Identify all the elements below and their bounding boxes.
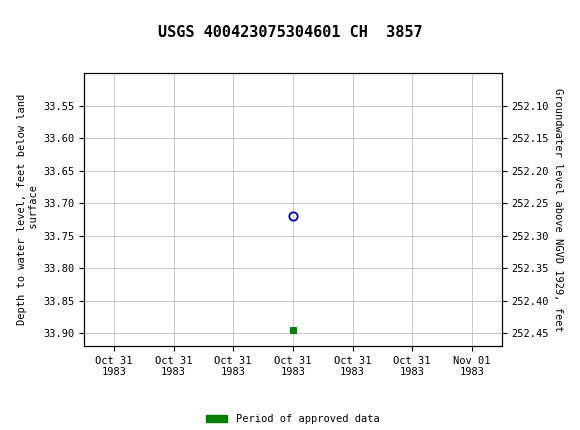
Text: USGS 400423075304601 CH  3857: USGS 400423075304601 CH 3857 (158, 25, 422, 40)
Y-axis label: Depth to water level, feet below land
 surface: Depth to water level, feet below land su… (17, 94, 39, 325)
Text: USGS: USGS (44, 9, 99, 27)
Legend: Period of approved data: Period of approved data (202, 410, 383, 428)
FancyBboxPatch shape (3, 2, 41, 33)
Y-axis label: Groundwater level above NGVD 1929, feet: Groundwater level above NGVD 1929, feet (553, 88, 563, 332)
